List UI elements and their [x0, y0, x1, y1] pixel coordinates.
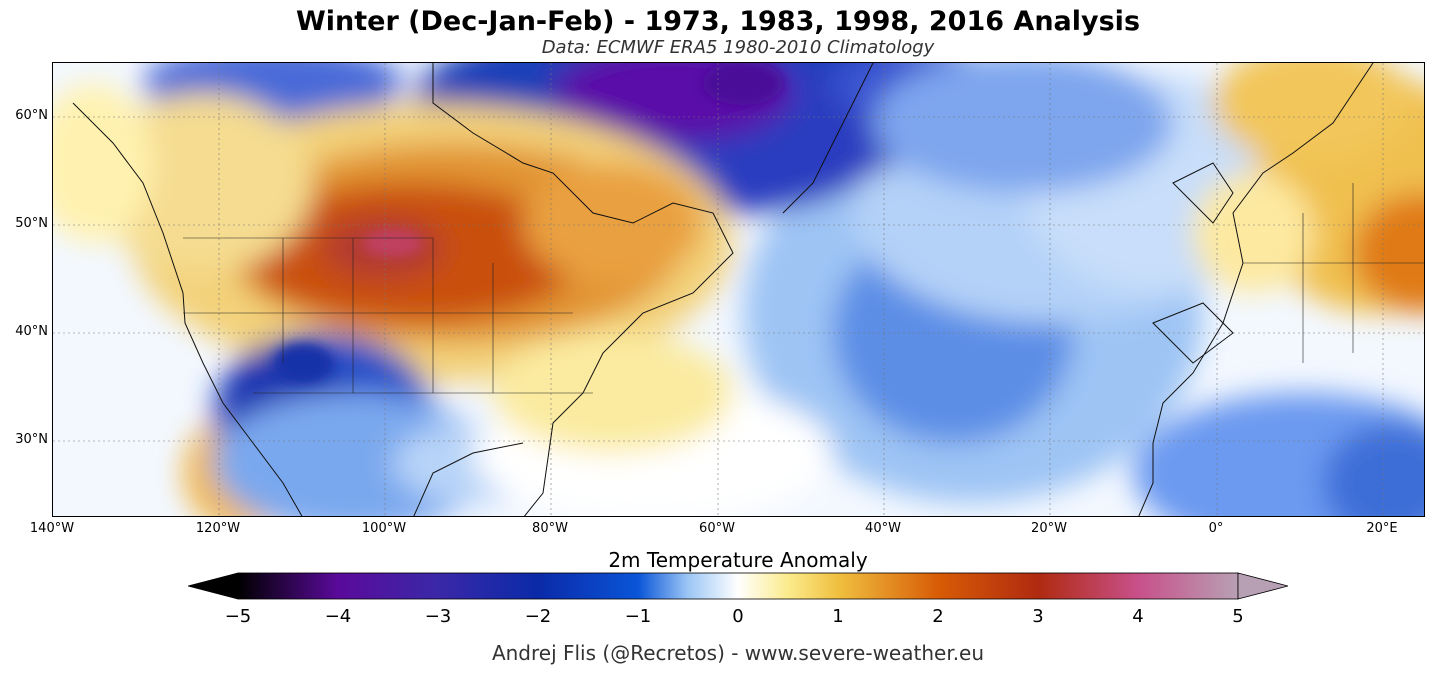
anomaly-detail: [273, 63, 783, 383]
colorbar-tick: 2: [932, 606, 944, 627]
borders: [183, 183, 1424, 394]
chart-subtitle: Data: ECMWF ERA5 1980-2010 Climatology: [541, 37, 935, 58]
lon-tick: 20°E: [1366, 521, 1398, 536]
anomaly-field: [53, 63, 1424, 516]
lon-tick: 140°W: [29, 521, 75, 536]
colorbar-tick: 0: [732, 606, 744, 627]
colorbar-tick: −3: [424, 606, 452, 627]
chart-title: Winter (Dec-Jan-Feb) - 1973, 1983, 1998,…: [295, 6, 1141, 37]
colorbar-title: 2m Temperature Anomaly: [608, 548, 868, 572]
lon-tick: 60°W: [699, 521, 735, 536]
lat-tick: 40°N: [15, 324, 48, 339]
lat-tick: 30°N: [15, 432, 48, 447]
lat-tick: 60°N: [15, 108, 48, 123]
colorbar-tick: −1: [624, 606, 652, 627]
colorbar-max-extend: [1237, 572, 1288, 600]
colorbar-gradient: [237, 572, 1239, 600]
map-canvas: [53, 63, 1424, 516]
colorbar-tick: −2: [524, 606, 552, 627]
graticule: [53, 63, 1424, 516]
lon-tick: 100°W: [361, 521, 407, 536]
lon-tick: 80°W: [532, 521, 568, 536]
lon-tick: 40°W: [865, 521, 901, 536]
colorbar-tick: −4: [324, 606, 352, 627]
anomaly-map: [52, 62, 1425, 517]
lon-tick: 120°W: [195, 521, 241, 536]
lon-tick: 0°: [1208, 521, 1224, 536]
colorbar: [188, 572, 1288, 600]
colorbar-tick: 1: [832, 606, 844, 627]
colorbar-tick: 3: [1032, 606, 1044, 627]
colorbar-min-extend: [188, 572, 239, 600]
colorbar-tick: −5: [224, 606, 252, 627]
author-credit: Andrej Flis (@Recretos) - www.severe-wea…: [491, 641, 985, 665]
colorbar-tick: 4: [1132, 606, 1144, 627]
lon-tick: 20°W: [1031, 521, 1067, 536]
colorbar-tick: 5: [1232, 606, 1244, 627]
lat-tick: 50°N: [15, 216, 48, 231]
